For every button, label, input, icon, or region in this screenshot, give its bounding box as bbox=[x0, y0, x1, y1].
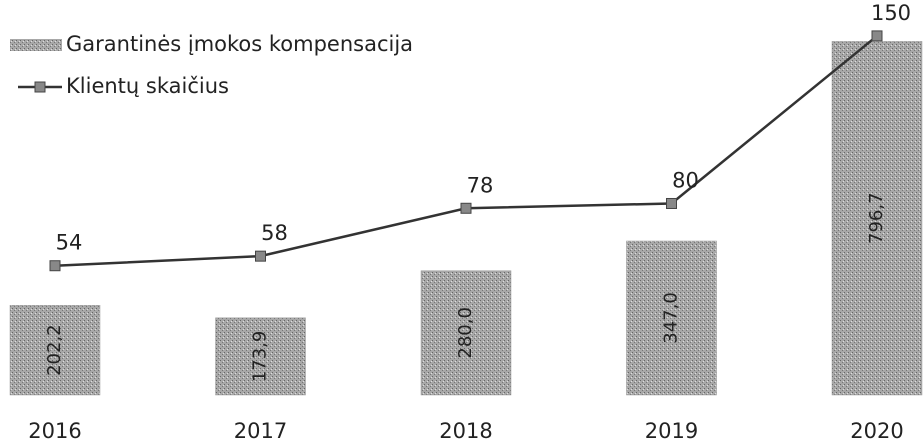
bar-value-label: 280,0 bbox=[455, 307, 476, 359]
line-value-label: 54 bbox=[56, 231, 83, 255]
bar-value-label: 202,2 bbox=[44, 324, 65, 376]
bar bbox=[9, 305, 101, 396]
x-tick-label: 2018 bbox=[439, 419, 492, 443]
bar-value-label: 173,9 bbox=[250, 331, 271, 383]
line-value-label: 80 bbox=[672, 168, 699, 192]
bar bbox=[215, 317, 306, 396]
line-marker bbox=[871, 30, 883, 42]
x-tick-label: 2020 bbox=[850, 419, 903, 443]
legend-label: Klientų skaičius bbox=[66, 74, 229, 98]
line bbox=[54, 34, 878, 267]
bar bbox=[626, 240, 717, 396]
x-tick-label: 2016 bbox=[28, 419, 81, 443]
line-marker bbox=[49, 260, 61, 272]
bar bbox=[420, 270, 512, 396]
line-marker bbox=[460, 202, 472, 214]
legend-label: Garantinės įmokos kompensacija bbox=[66, 32, 413, 56]
legend-marker bbox=[34, 81, 46, 93]
bar-value-label: 347,0 bbox=[661, 292, 682, 344]
line-marker bbox=[666, 197, 677, 209]
bar-value-label: 796,7 bbox=[866, 192, 887, 244]
x-tick-label: 2019 bbox=[645, 419, 698, 443]
x-tick-label: 2017 bbox=[234, 419, 287, 443]
line-marker bbox=[255, 250, 266, 262]
legend-swatch bbox=[10, 39, 62, 51]
line-value-label: 150 bbox=[871, 1, 911, 25]
line-value-label: 58 bbox=[261, 221, 288, 245]
bar bbox=[831, 41, 923, 396]
line-value-label: 78 bbox=[467, 173, 494, 197]
